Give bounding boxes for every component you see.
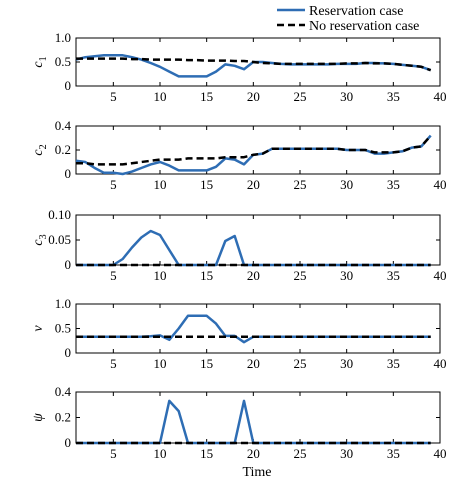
x-tick-label: 10	[154, 356, 167, 371]
x-tick-label: 25	[294, 356, 307, 371]
x-tick-label: 15	[200, 177, 213, 192]
x-tick-label: 10	[154, 268, 167, 283]
x-tick-label: 25	[294, 268, 307, 283]
x-tick-label: 25	[294, 446, 307, 461]
series-reservation-line	[76, 314, 431, 344]
x-tick-label: 30	[340, 268, 353, 283]
panel-5: 5 10 15 20 25 30 35 40 0 0.2 0.4 ψ	[31, 384, 447, 461]
x-tick-label: 20	[247, 89, 260, 104]
y-tick-label: 0.10	[48, 207, 71, 222]
x-tick-label: 40	[434, 268, 447, 283]
x-tick-label: 20	[247, 177, 260, 192]
x-tick-label: 40	[434, 89, 447, 104]
x-tick-label: 15	[200, 89, 213, 104]
x-tick-label: 10	[154, 446, 167, 461]
x-tick-label: 25	[294, 89, 307, 104]
panel-5-frame	[75, 391, 441, 444]
panel-1: 5 10 15 20 25 30 35 40 0 0.5 1.0 c1	[31, 30, 447, 104]
x-tick-label: 5	[110, 446, 117, 461]
x-tick-label: 35	[387, 89, 400, 104]
y-axis-label: ψ	[31, 413, 46, 422]
x-tick-label: 35	[387, 356, 400, 371]
y-tick-label: 0	[65, 345, 72, 360]
x-tick-label: 15	[200, 356, 213, 371]
x-tick-label: 35	[387, 268, 400, 283]
series-reservation-line	[76, 399, 431, 445]
panel-2: 5 10 15 20 25 30 35 40 0 0.2 0.4 c2	[31, 118, 447, 192]
series-reservation-line	[75, 54, 432, 78]
x-tick-label: 10	[154, 89, 167, 104]
x-tick-label: 5	[110, 268, 117, 283]
legend-label-no-reservation: No reservation case	[309, 19, 419, 34]
y-tick-label: 0.2	[55, 410, 71, 425]
panel-3-frame	[75, 214, 441, 266]
x-tick-label: 35	[387, 446, 400, 461]
x-tick-label: 30	[340, 356, 353, 371]
x-axis-label: Time	[242, 465, 271, 480]
panel-2-frame	[75, 125, 441, 175]
panel-4-frame	[75, 303, 441, 354]
x-tick-label: 5	[110, 177, 117, 192]
y-axis-label: v	[31, 325, 46, 332]
legend-label-reservation: Reservation case	[309, 4, 403, 19]
series-no-reservation-line	[76, 57, 432, 72]
x-tick-label: 30	[340, 89, 353, 104]
y-tick-label: 0.2	[55, 142, 71, 157]
y-tick-label: 0.4	[55, 118, 72, 133]
y-tick-label: 0	[65, 257, 72, 272]
panel-4: 5 10 15 20 25 30 35 40 0 0.5 1.0 v	[31, 296, 447, 371]
x-tick-label: 20	[247, 446, 260, 461]
y-axis-label: c2	[31, 144, 49, 155]
y-tick-label: 1.0	[55, 296, 71, 311]
y-tick-label: 0	[65, 166, 72, 181]
panels: 5 10 15 20 25 30 35 40 0 0.5 1.0 c1 5 10 15 20 25 30 35 40 0…	[31, 30, 447, 461]
y-tick-label: 1.0	[55, 30, 71, 45]
x-tick-label: 5	[110, 89, 117, 104]
panel-3: 5 10 15 20 25 30 35 40 0 0.05 0.10 c3	[31, 207, 447, 283]
x-tick-label: 40	[434, 446, 447, 461]
legend: Reservation case No reservation case	[277, 4, 419, 34]
x-tick-label: 15	[200, 268, 213, 283]
series-reservation-line	[76, 229, 431, 267]
y-tick-label: 0.05	[48, 232, 71, 247]
x-tick-label: 40	[434, 177, 447, 192]
x-tick-label: 30	[340, 446, 353, 461]
x-tick-label: 10	[154, 177, 167, 192]
x-tick-label: 35	[387, 177, 400, 192]
x-tick-label: 30	[340, 177, 353, 192]
y-tick-label: 0.5	[55, 321, 71, 336]
x-tick-label: 20	[247, 356, 260, 371]
x-tick-label: 20	[247, 268, 260, 283]
series-no-reservation-line	[76, 134, 432, 166]
x-tick-label: 5	[110, 356, 117, 371]
x-tick-label: 25	[294, 177, 307, 192]
y-tick-label: 0.4	[55, 384, 72, 399]
y-axis-label: c1	[31, 56, 49, 67]
x-tick-label: 15	[200, 446, 213, 461]
y-tick-label: 0	[65, 78, 72, 93]
y-axis-label: c3	[31, 234, 49, 245]
y-tick-label: 0	[65, 435, 72, 450]
x-tick-label: 40	[434, 356, 447, 371]
y-tick-label: 0.5	[55, 54, 71, 69]
